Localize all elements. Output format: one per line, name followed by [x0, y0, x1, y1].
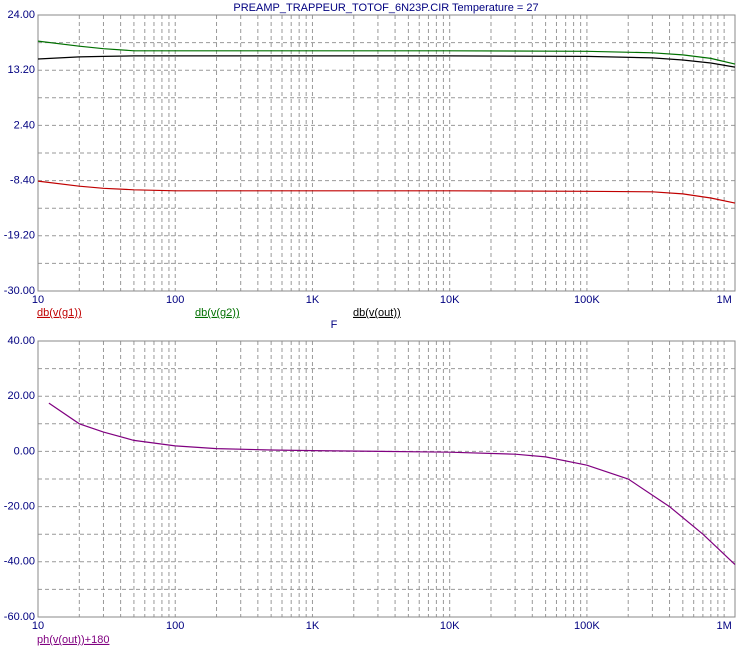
x-tick-label: 10: [32, 620, 44, 632]
y-tick-label: -30.00: [4, 285, 35, 297]
legend-label: db(v(g2)): [195, 307, 240, 319]
y-tick-label: 13.20: [7, 64, 35, 76]
x-tick-label: 1M: [716, 620, 731, 632]
series-line: [48, 402, 736, 566]
series-line: [37, 55, 736, 68]
x-tick-label: 1K: [306, 620, 320, 632]
x-tick-label: 10K: [440, 620, 460, 632]
y-tick-label: -8.40: [10, 175, 35, 187]
legend-label: db(v(g1)): [37, 307, 82, 319]
x-tick-label: 10: [32, 294, 44, 306]
x-tick-label: 100K: [574, 620, 600, 632]
plot-frame: [37, 340, 736, 618]
y-tick-label: -60.00: [4, 611, 35, 623]
y-tick-label: -40.00: [4, 556, 35, 568]
y-tick-label: 20.00: [7, 390, 35, 402]
x-tick-label: 100: [166, 294, 184, 306]
x-tick-label: 100K: [574, 294, 600, 306]
y-tick-label: 2.40: [14, 119, 35, 131]
y-tick-label: -19.20: [4, 230, 35, 242]
y-tick-label: 24.00: [7, 9, 35, 21]
x-tick-label: 1M: [716, 294, 731, 306]
x-axis-label: F: [331, 319, 338, 331]
chart-title: PREAMP_TRAPPEUR_TOTOF_6N23P.CIR Temperat…: [233, 2, 538, 14]
y-tick-label: 0.00: [14, 445, 35, 457]
y-tick-label: -20.00: [4, 501, 35, 513]
series-line: [37, 40, 736, 65]
legend-label: db(v(out)): [353, 307, 401, 319]
x-tick-label: 1K: [306, 294, 320, 306]
x-tick-label: 100: [166, 620, 184, 632]
y-tick-label: 40.00: [7, 335, 35, 347]
series-line: [37, 180, 736, 204]
legend-label: ph(v(out))+180: [37, 634, 109, 646]
x-tick-label: 10K: [440, 294, 460, 306]
plot-frame: [37, 14, 736, 292]
